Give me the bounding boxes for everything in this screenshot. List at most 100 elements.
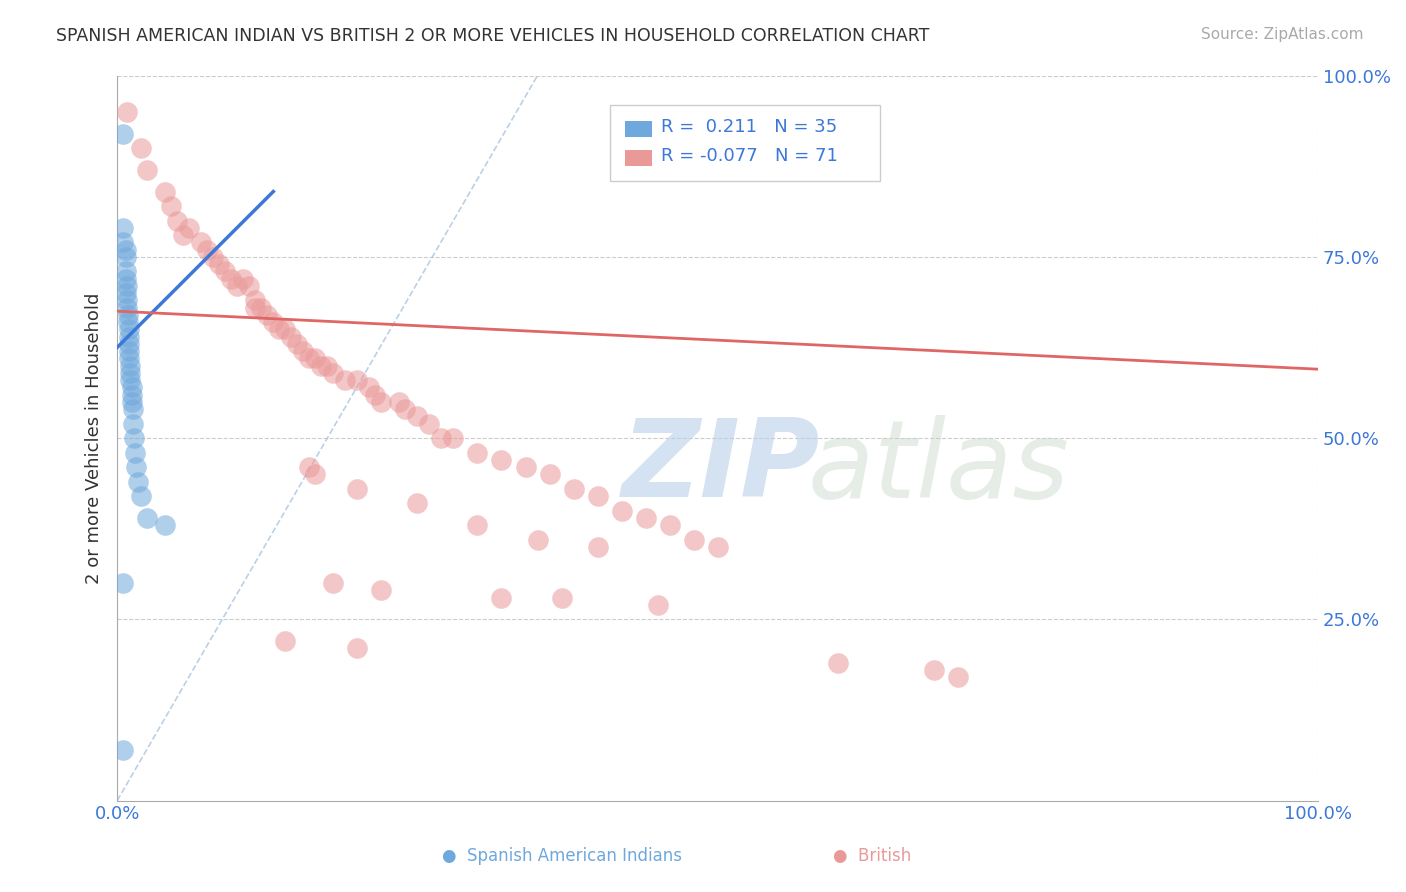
Point [304, 467, 326, 482]
Point [285, 336, 308, 351]
Point [114, 286, 136, 301]
Point [491, 452, 513, 467]
Point [112, 576, 135, 591]
Point [226, 278, 249, 293]
Point [195, 243, 218, 257]
Point [316, 359, 339, 373]
Text: ●  British: ● British [832, 847, 911, 864]
Point [118, 351, 141, 366]
Point [526, 533, 548, 547]
Point [394, 402, 416, 417]
Point [322, 576, 344, 591]
Point [122, 431, 145, 445]
Point [634, 511, 657, 525]
FancyBboxPatch shape [610, 104, 880, 181]
Point [827, 656, 849, 670]
Point [118, 329, 141, 343]
Point [115, 293, 138, 308]
Y-axis label: 2 or more Vehicles in Household: 2 or more Vehicles in Household [86, 293, 103, 583]
Point [346, 482, 368, 496]
Point [562, 482, 585, 496]
Point [280, 329, 302, 343]
Point [406, 409, 429, 424]
Point [298, 460, 321, 475]
Point [304, 351, 326, 366]
Point [274, 634, 297, 648]
Point [346, 641, 368, 656]
Point [121, 402, 143, 417]
Point [706, 540, 728, 554]
Point [136, 162, 159, 177]
Text: R = -0.077   N = 71: R = -0.077 N = 71 [661, 147, 838, 165]
Point [114, 264, 136, 278]
Point [124, 445, 146, 459]
Point [364, 387, 387, 401]
Point [946, 670, 969, 684]
Point [208, 257, 231, 271]
Point [121, 387, 143, 401]
Point [658, 518, 681, 533]
Point [166, 213, 188, 227]
Point [491, 591, 513, 605]
Point [112, 743, 135, 757]
Point [262, 315, 284, 329]
Point [118, 322, 141, 336]
Point [406, 496, 429, 510]
Point [120, 359, 142, 373]
Point [115, 278, 138, 293]
Point [586, 540, 609, 554]
Point [121, 380, 143, 394]
Point [682, 533, 704, 547]
Point [155, 518, 177, 533]
Point [160, 199, 183, 213]
Text: Source: ZipAtlas.com: Source: ZipAtlas.com [1201, 27, 1364, 42]
Point [245, 293, 267, 308]
Point [155, 185, 177, 199]
Point [172, 227, 194, 242]
Point [418, 417, 440, 431]
Point [127, 475, 149, 489]
Point [610, 503, 633, 517]
Point [250, 301, 273, 315]
Point [269, 322, 291, 336]
Point [120, 366, 142, 380]
Point [238, 278, 260, 293]
Point [112, 127, 135, 141]
Point [359, 380, 381, 394]
FancyBboxPatch shape [626, 121, 651, 137]
Point [370, 394, 392, 409]
Point [515, 460, 537, 475]
Point [430, 431, 453, 445]
Point [114, 250, 136, 264]
Point [117, 315, 139, 329]
Text: atlas: atlas [807, 415, 1070, 519]
Point [179, 220, 201, 235]
Point [118, 344, 141, 359]
Point [136, 511, 159, 525]
FancyBboxPatch shape [626, 150, 651, 166]
Point [245, 301, 267, 315]
Point [219, 271, 242, 285]
Point [118, 336, 141, 351]
Point [190, 235, 212, 250]
Point [121, 417, 143, 431]
Text: ●  Spanish American Indians: ● Spanish American Indians [443, 847, 682, 864]
Point [647, 598, 669, 612]
Point [114, 271, 136, 285]
Point [274, 322, 297, 336]
Point [129, 141, 152, 155]
Point [922, 663, 945, 677]
Point [115, 301, 138, 315]
Point [114, 243, 136, 257]
Point [232, 271, 254, 285]
Point [112, 220, 135, 235]
Point [311, 359, 333, 373]
Point [467, 518, 489, 533]
Point [125, 460, 148, 475]
Point [370, 583, 392, 598]
Point [467, 445, 489, 459]
Point [120, 373, 142, 387]
Point [443, 431, 465, 445]
Point [121, 394, 143, 409]
Text: SPANISH AMERICAN INDIAN VS BRITISH 2 OR MORE VEHICLES IN HOUSEHOLD CORRELATION C: SPANISH AMERICAN INDIAN VS BRITISH 2 OR … [56, 27, 929, 45]
